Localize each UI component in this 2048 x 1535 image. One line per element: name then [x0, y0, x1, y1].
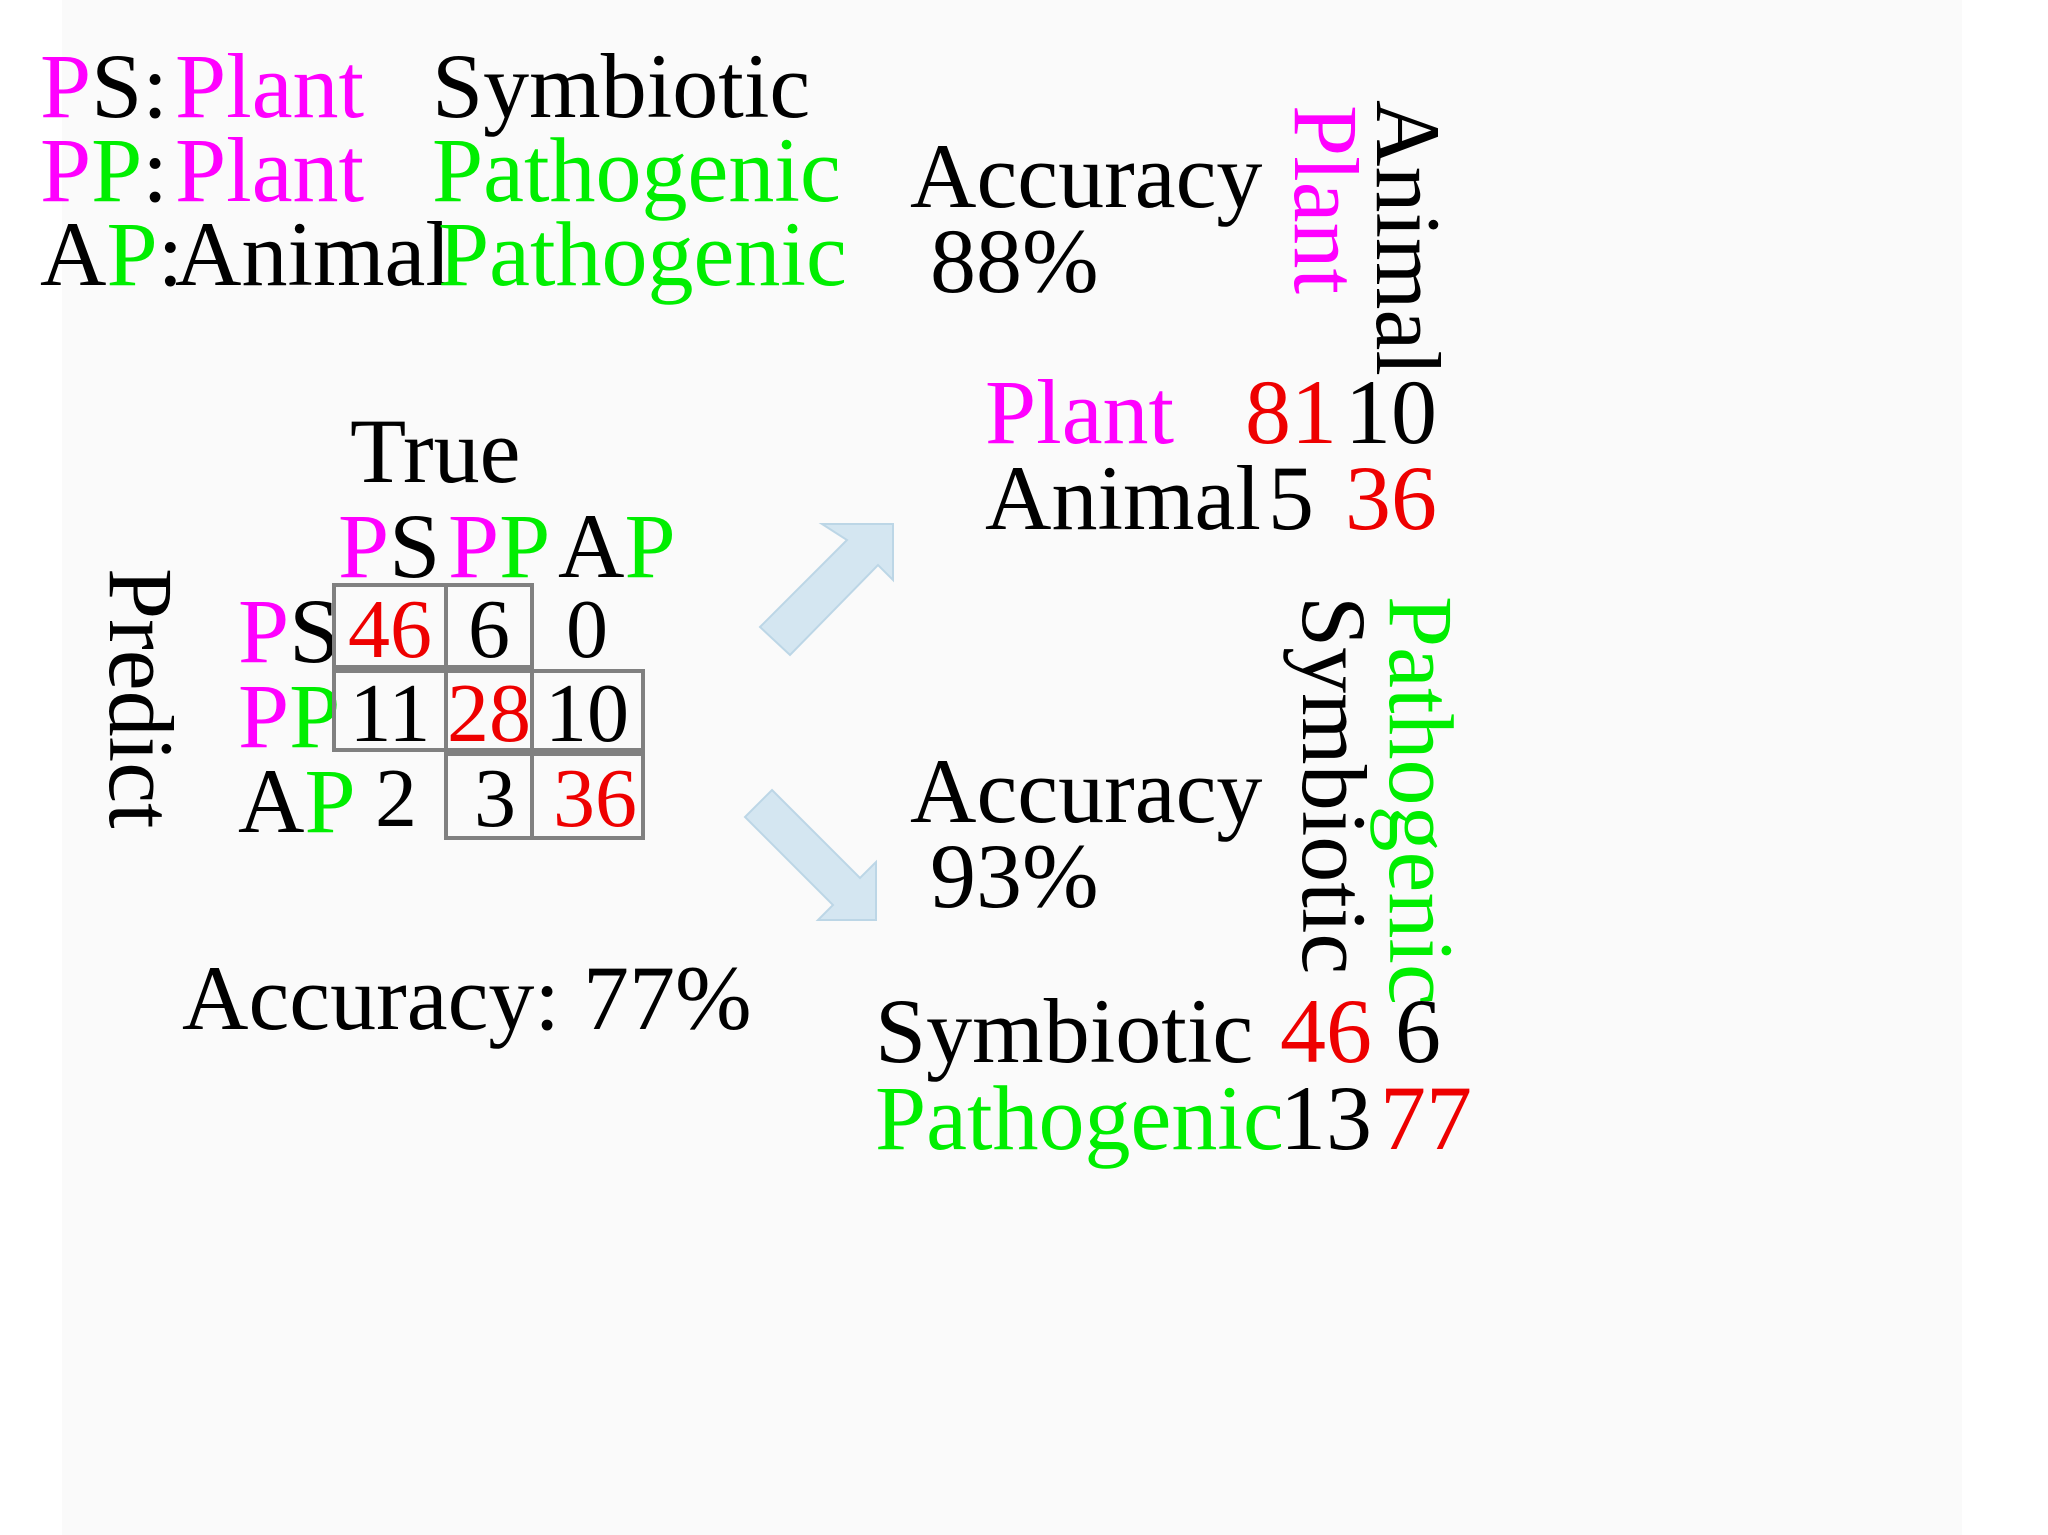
host-col-header-animal: Animal [1357, 100, 1459, 376]
cell-border [444, 583, 534, 669]
type-cell-symbiotic-symbiotic: 46 [1280, 980, 1372, 1082]
cell-ps-ps: 46 [348, 583, 432, 676]
host-col-header-plant: Plant [1275, 105, 1377, 295]
cell-ap-ps: 2 [375, 752, 417, 845]
cell-pp-ap: 10 [545, 667, 629, 760]
row-header-ps: PS [238, 580, 341, 682]
legend-type: Pathogenic [438, 203, 847, 305]
legend-host: Animal [175, 203, 451, 305]
cell-ap-pp: 3 [474, 752, 516, 845]
type-col-header-symbiotic: Symbiotic [1283, 596, 1385, 975]
arrow-up-right-icon [758, 523, 894, 657]
type-accuracy-value: 93% [930, 825, 1099, 927]
type-cell-pathogenic-symbiotic: 13 [1280, 1067, 1372, 1169]
predict-axis-title: Predict [90, 568, 192, 829]
legend-host: Plant [175, 119, 365, 221]
col-header-ap: AP [558, 495, 676, 597]
overall-accuracy: Accuracy: 77% [182, 947, 752, 1049]
cell-border [530, 669, 645, 752]
cell-ps-pp: 6 [468, 583, 510, 676]
host-accuracy-label: Accuracy [910, 125, 1263, 227]
legend-type: Pathogenic [432, 119, 841, 221]
cell-pp-pp: 28 [447, 667, 531, 760]
host-cell-animal-animal: 36 [1345, 447, 1437, 549]
type-row-label-symbiotic: Symbiotic [875, 980, 1254, 1082]
type-cell-symbiotic-pathogenic: 6 [1395, 980, 1441, 1082]
type-cell-pathogenic-pathogenic: 77 [1380, 1067, 1472, 1169]
arrow-down-right-icon [743, 788, 877, 921]
row-header-ap: AP [238, 750, 356, 852]
legend-row-ap: AP: [40, 203, 184, 305]
host-cell-plant-plant: 81 [1245, 361, 1337, 463]
cell-border [530, 752, 645, 840]
legend-row-ps: PS: [40, 35, 168, 137]
legend-row-pp: PP: [40, 119, 168, 221]
host-accuracy-value: 88% [930, 210, 1099, 312]
cell-ps-ap: 0 [566, 583, 608, 676]
row-header-pp: PP [238, 665, 341, 767]
cell-pp-ps: 11 [349, 667, 431, 760]
host-row-label-plant: Plant [985, 361, 1175, 463]
true-axis-title: True [350, 400, 521, 502]
type-accuracy-label: Accuracy [910, 740, 1263, 842]
legend-abbr: P [40, 35, 92, 137]
type-row-label-pathogenic: Pathogenic [875, 1067, 1284, 1169]
legend-host: Plant [175, 35, 365, 137]
legend-type: Symbiotic [432, 35, 811, 137]
col-header-pp: PP [448, 495, 551, 597]
host-row-label-animal: Animal [985, 447, 1261, 549]
host-cell-plant-animal: 10 [1345, 361, 1437, 463]
figure-panel [62, 0, 1962, 1535]
cell-ap-ap: 36 [553, 752, 637, 845]
type-col-header-pathogenic: Pathogenic [1370, 596, 1472, 1005]
col-header-ps: PS [338, 495, 441, 597]
host-cell-animal-plant: 5 [1268, 447, 1314, 549]
